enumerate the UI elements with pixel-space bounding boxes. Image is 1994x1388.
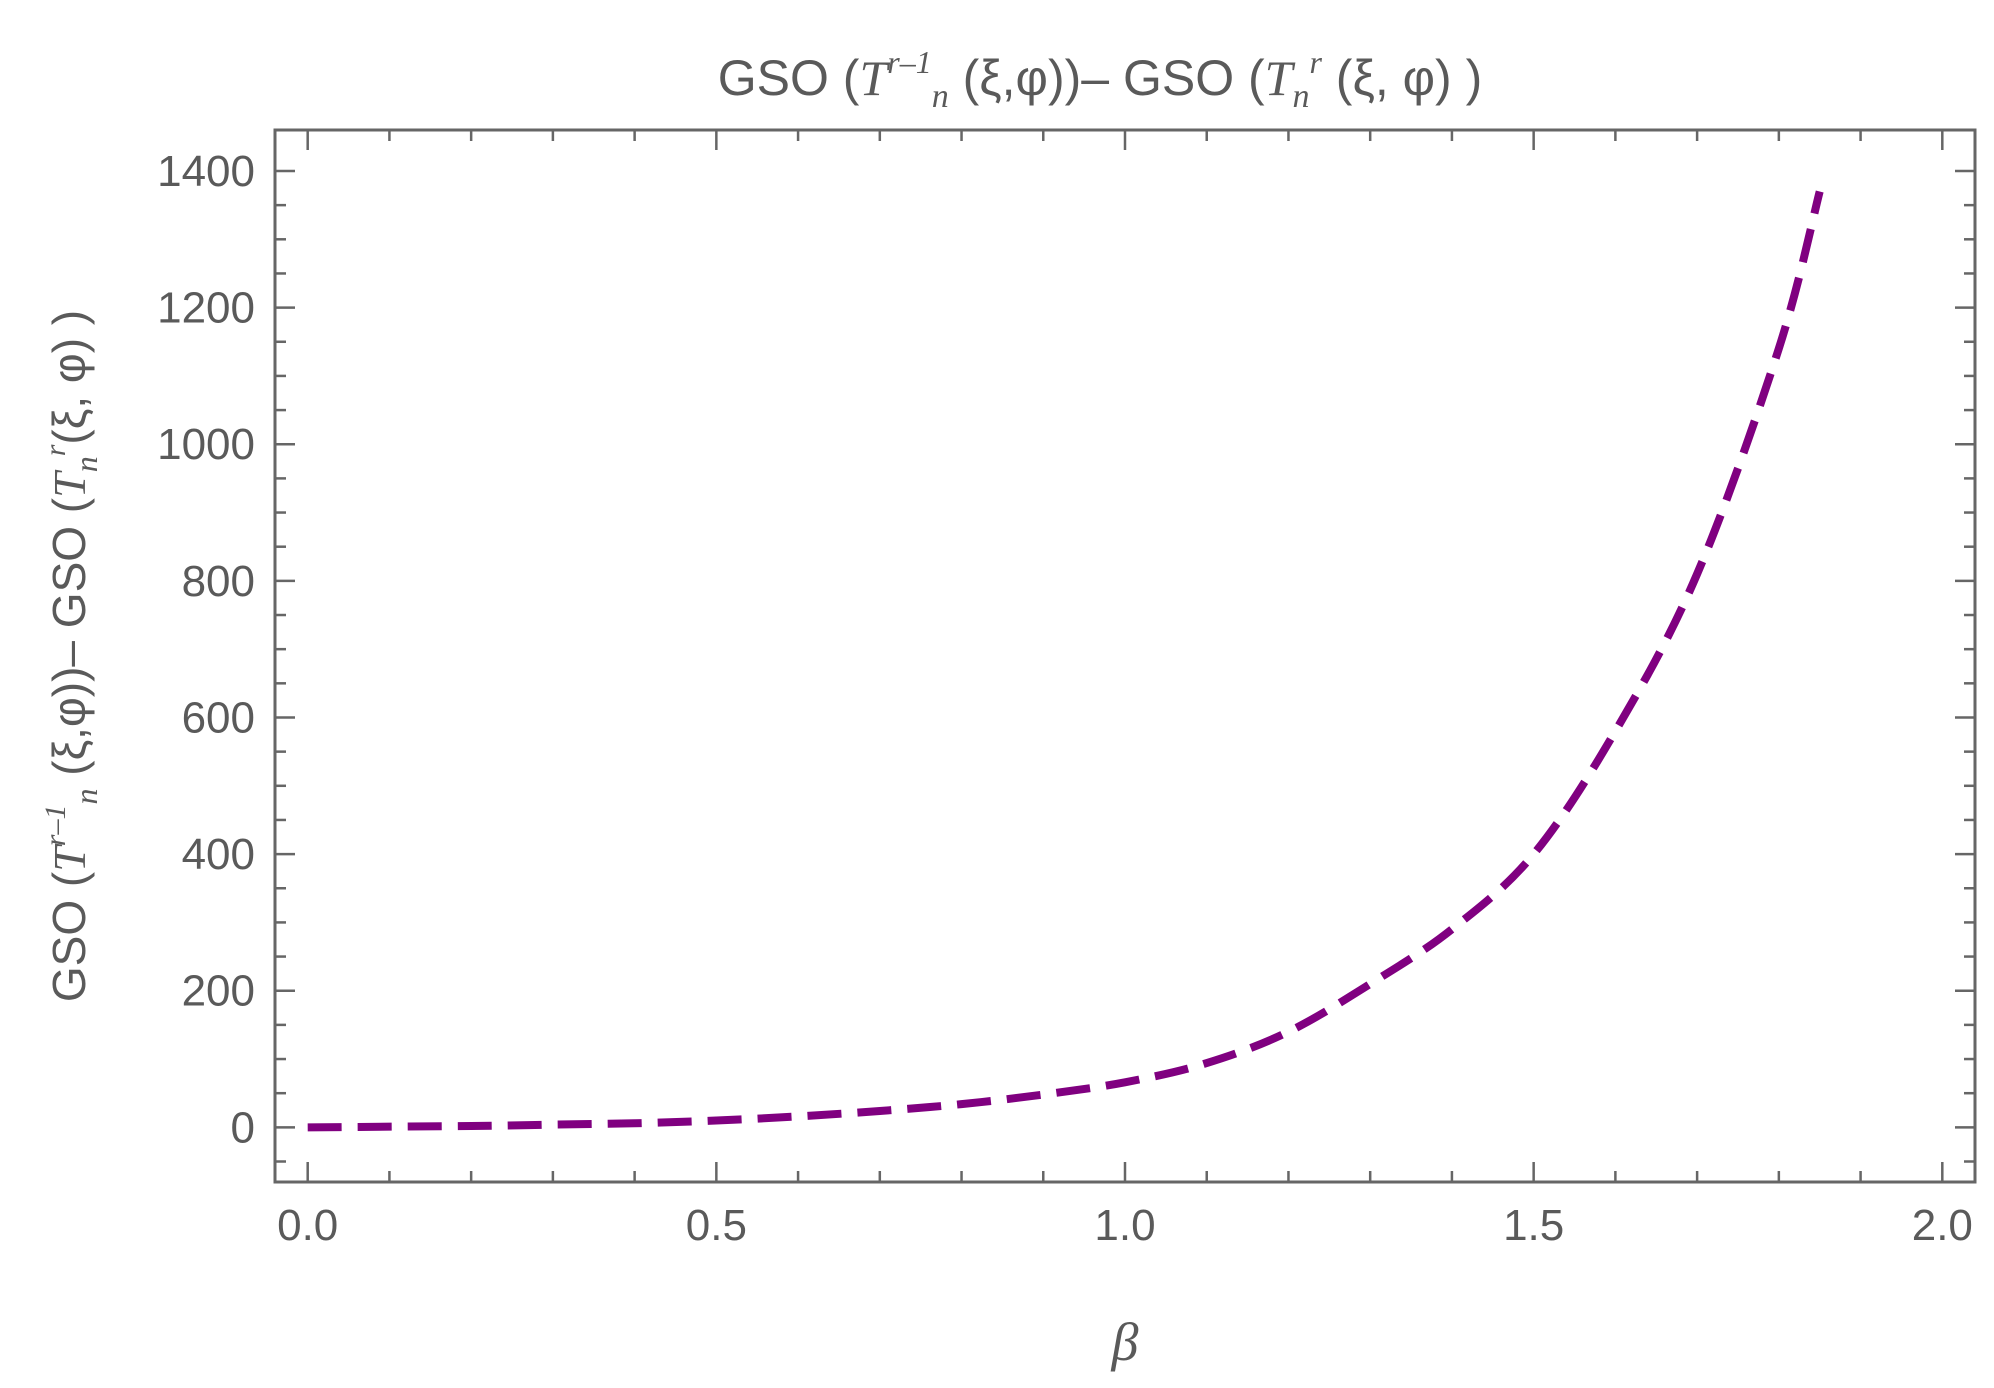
x-axis-ticks [306,130,1944,1182]
y-tick-label: 400 [182,830,255,879]
x-axis-title: β [1111,1312,1139,1372]
x-tick-label: 2.0 [1912,1201,1973,1250]
y-axis-title: GSO (Tr–1n (ξ,φ))– GSO (Tnr(ξ, φ) ) [39,310,104,1002]
y-tick-label: 1200 [157,284,255,333]
y-tick-label: 1000 [157,420,255,469]
y-tick-label: 200 [182,967,255,1016]
plot-frame [273,128,1977,1184]
y-tick-label: 600 [182,693,255,742]
x-tick-label: 1.0 [1094,1201,1155,1250]
y-axis-tick-labels: 0 200 400 600 800 1000 1200 1400 [157,147,255,1152]
x-tick-label: 0.5 [686,1201,747,1250]
series-line [307,190,1824,1132]
y-tick-label: 0 [231,1103,255,1152]
chart-title: GSO (Tr–1n (ξ,φ))– GSO (Tnr (ξ, φ) ) [718,44,1482,115]
x-axis-tick-labels: 0.0 0.5 1.0 1.5 2.0 [277,1201,1973,1250]
y-tick-label: 1400 [157,147,255,196]
y-tick-label: 800 [182,557,255,606]
x-tick-label: 1.5 [1503,1201,1564,1250]
y-axis-ticks [275,169,1975,1163]
x-tick-label: 0.0 [277,1201,338,1250]
